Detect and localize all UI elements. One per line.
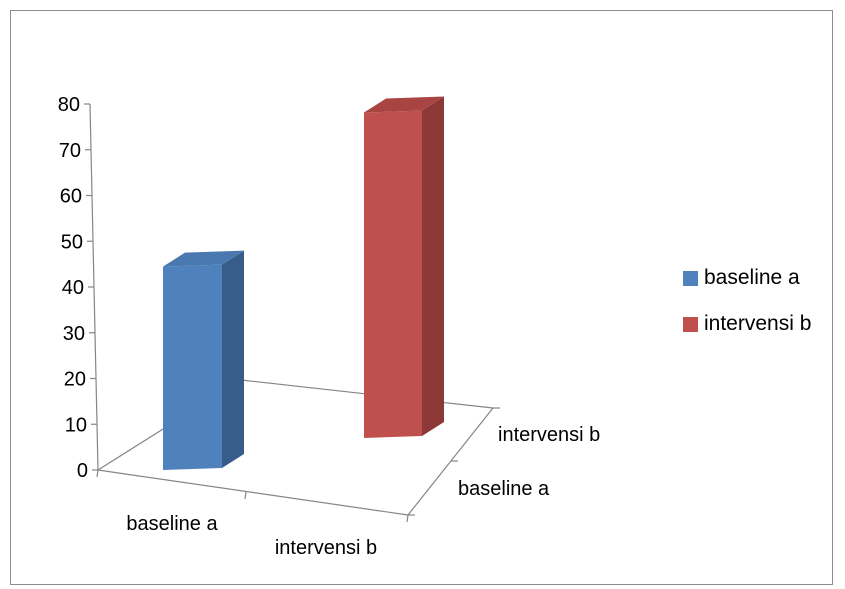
bar-top-face (163, 250, 244, 267)
depth-category-label: baseline a (458, 478, 550, 500)
legend-label: baseline a (704, 266, 800, 289)
y-tick-label: 50 (61, 231, 83, 253)
x-tick-mark (244, 491, 247, 500)
depth-category-label: intervensi b (498, 424, 600, 446)
bar-intervensi-b (364, 96, 444, 438)
y-tick-label: 60 (60, 186, 82, 208)
legend-swatch (683, 317, 698, 332)
x-category-label: baseline a (126, 513, 218, 535)
x-axis-ticks: baseline a intervensi b baseline a interven… (96, 407, 600, 559)
y-tick-label: 40 (62, 277, 84, 299)
bar-side-face (222, 250, 244, 468)
bar-top-face (364, 96, 444, 113)
legend-label: intervensi b (704, 312, 811, 335)
bar-front-face (163, 264, 222, 470)
bar-side-face (422, 96, 444, 436)
y-tick-label: 20 (64, 369, 86, 391)
bars (163, 96, 444, 470)
legend: baseline a intervensi b (683, 266, 811, 335)
y-tick-label: 80 (58, 94, 80, 116)
y-tick-label: 0 (77, 460, 88, 482)
y-axis-ticks: 0 10 20 30 40 50 60 70 80 (58, 94, 98, 482)
x-tick-mark (96, 469, 99, 478)
x-category-label: intervensi b (275, 537, 377, 559)
bar-baseline-a (163, 250, 244, 470)
floor-right-edge (407, 407, 494, 516)
bar-front-face (364, 110, 422, 438)
floor-front-edge (97, 469, 409, 516)
y-tick-label: 70 (59, 140, 81, 162)
x-tick-mark (406, 514, 409, 523)
y-tick-label: 30 (63, 323, 85, 345)
y-tick-label: 10 (65, 414, 87, 436)
legend-swatch (683, 271, 698, 286)
